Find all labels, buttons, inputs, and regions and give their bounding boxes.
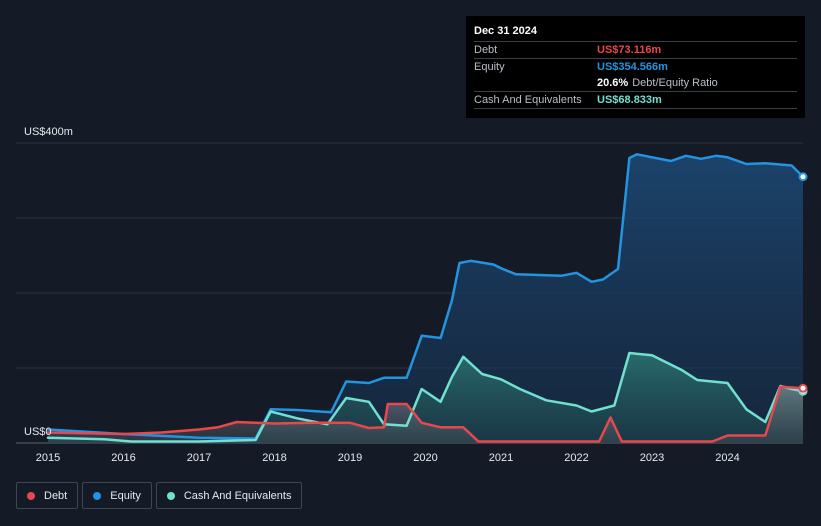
tooltip-equity-row: Equity US$354.566m [474,58,797,75]
x-axis-ticks: 2015 2016 2017 2018 2019 2020 2021 2022 2023 2024 [36,452,740,464]
y-axis-bottom-label: US$0 [24,426,52,438]
tooltip-ratio-value: 20.6% [597,77,629,89]
tooltip-equity-label: Equity [474,61,505,73]
x-tick-label: 2023 [640,452,664,464]
tooltip-cash-row: Cash And Equivalents US$68.833m [474,91,797,109]
equity-end-point [798,172,808,182]
legend-debt-label: Debt [44,489,68,502]
tooltip-ratio-label: Debt/Equity Ratio [632,77,718,89]
x-tick-label: 2020 [413,452,437,464]
legend-item-cash[interactable]: Cash And Equivalents [155,482,303,509]
x-tick-label: 2015 [36,452,60,464]
chart-legend: Debt Equity Cash And Equivalents [16,482,303,509]
series-areas [48,154,803,444]
tooltip-debt-value: US$73.116m [597,44,662,56]
x-tick-label: 2024 [715,452,739,464]
x-tick-label: 2018 [262,452,286,464]
tooltip-ratio-spacer [474,75,597,91]
cash-line [46,351,805,443]
data-tooltip: Dec 31 2024 Debt US$73.116m Equity US$35… [466,16,805,118]
x-tick-label: 2019 [338,452,362,464]
tooltip-debt-row: Debt US$73.116m [474,41,797,58]
legend-equity-label: Equity [110,489,141,502]
equity-line [46,153,805,440]
debt-end-point [798,383,808,393]
series-lines [46,153,808,443]
legend-item-equity[interactable]: Equity [82,482,152,509]
tooltip-date: Dec 31 2024 [474,25,537,37]
x-tick-label: 2022 [564,452,588,464]
tooltip-ratio-row: 20.6% Debt/Equity Ratio [474,75,797,91]
tooltip-debt-label: Debt [474,44,498,56]
tooltip-cash-label: Cash And Equivalents [474,94,582,106]
legend-item-debt[interactable]: Debt [16,482,79,509]
tooltip-equity-value: US$354.566m [597,61,668,73]
debt-line [46,385,805,443]
cash-area [48,353,803,443]
debt-area [48,386,803,443]
legend-equity-dot [93,491,102,500]
tooltip-cash-value: US$68.833m [597,94,662,106]
legend-debt-dot [27,491,35,500]
legend-cash-label: Cash And Equivalents [183,489,292,502]
legend-cash-dot [166,491,175,500]
equity-area [48,154,803,444]
x-tick-label: 2016 [111,452,135,464]
x-tick-label: 2021 [489,452,513,464]
x-tick-label: 2017 [187,452,211,464]
y-axis-top-label: US$400m [24,126,73,138]
